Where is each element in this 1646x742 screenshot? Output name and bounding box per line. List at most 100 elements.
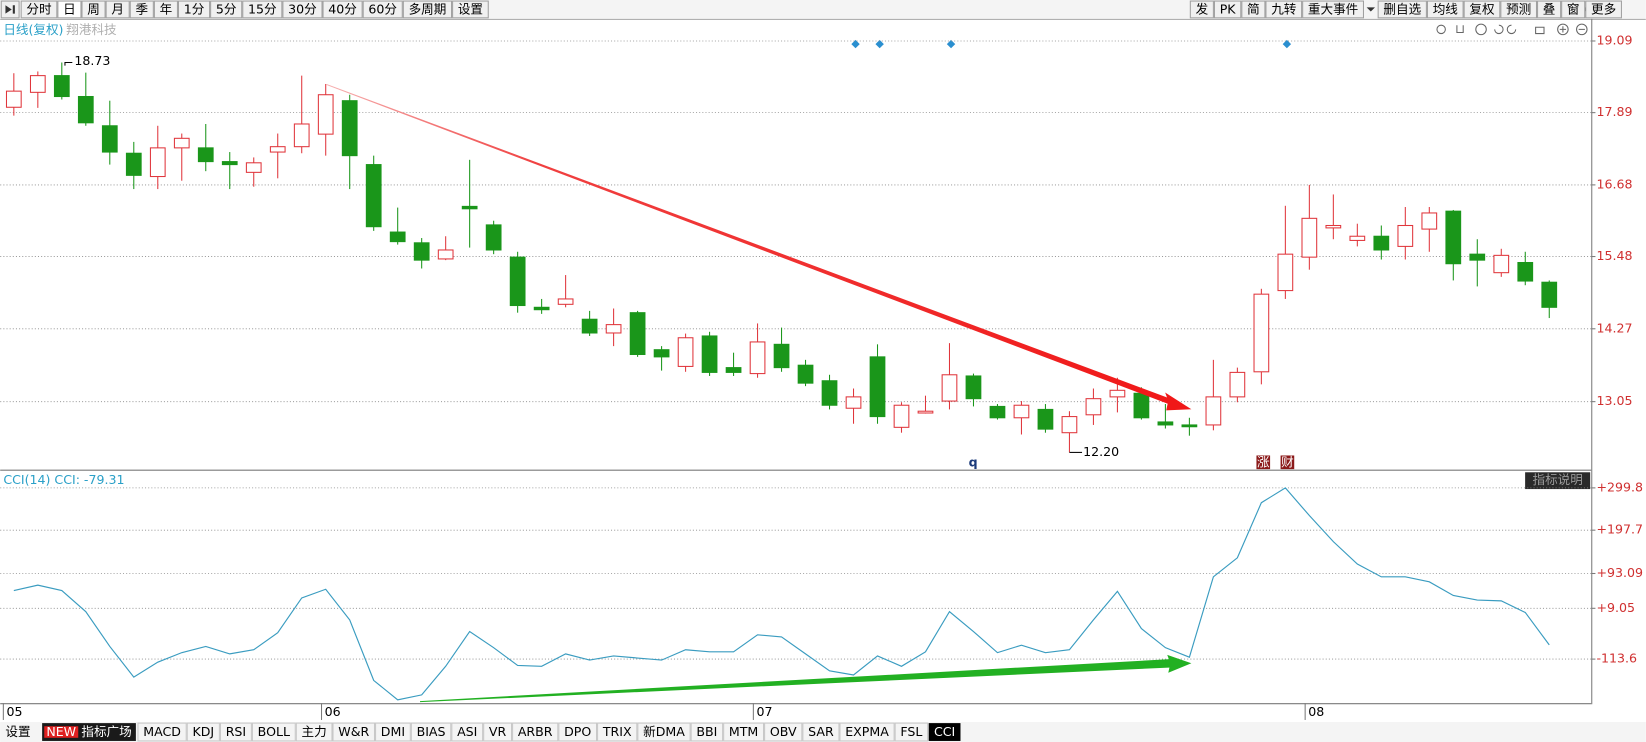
- candle-body: [701, 335, 718, 373]
- indicator-tab[interactable]: FSL: [894, 722, 929, 742]
- tool-button[interactable]: 窗: [1561, 0, 1586, 19]
- indicator-tab[interactable]: RSI: [219, 722, 252, 742]
- y-tick-label: 17.89: [1596, 104, 1632, 119]
- y-tick-label: -113.6: [1596, 651, 1637, 666]
- button-label: 1分: [184, 1, 205, 16]
- period-button[interactable]: 40分: [322, 0, 363, 19]
- low-label: 12.20: [1083, 444, 1119, 459]
- period-button[interactable]: 15分: [242, 0, 283, 19]
- button-label: DMI: [381, 724, 405, 739]
- indicator-tab[interactable]: BIAS: [410, 722, 452, 742]
- candle-body: [1037, 408, 1054, 430]
- button-label: 复权: [1469, 1, 1495, 16]
- period-button[interactable]: 30分: [282, 0, 323, 19]
- button-bg: [1213, 0, 1242, 19]
- candle-body: [629, 312, 646, 356]
- button-bg: [512, 722, 559, 742]
- indicator-tab[interactable]: ASI: [451, 722, 484, 742]
- period-button[interactable]: 60分: [362, 0, 403, 19]
- nav-icon[interactable]: [0, 0, 20, 19]
- period-button[interactable]: 月: [105, 0, 130, 19]
- button-label: BIAS: [417, 724, 446, 739]
- tool-button[interactable]: PK: [1213, 0, 1242, 19]
- indicator-tab[interactable]: EXPMA: [839, 722, 895, 742]
- candle-body: [461, 205, 478, 210]
- candle-body: [1445, 210, 1462, 265]
- period-button[interactable]: 日: [57, 0, 82, 19]
- period-button[interactable]: 年: [153, 0, 178, 19]
- indicator-tab[interactable]: 主力: [295, 722, 333, 742]
- tool-button[interactable]: 重大事件: [1302, 0, 1364, 19]
- indicator-tab[interactable]: MACD: [137, 722, 187, 742]
- event-badge[interactable]: 涨: [1256, 454, 1271, 469]
- tool-button[interactable]: 删自选: [1377, 0, 1427, 19]
- button-bg: [558, 722, 598, 742]
- indicator-square[interactable]: 指标广场: [81, 724, 131, 739]
- button-bg: [137, 722, 187, 742]
- period-button[interactable]: 多周期: [402, 0, 453, 19]
- candle-body: [221, 161, 238, 166]
- tool-button[interactable]: 九转: [1265, 0, 1303, 19]
- candle-body: [1301, 217, 1318, 258]
- period-label: 日线(复权): [3, 22, 63, 37]
- period-button[interactable]: 周: [81, 0, 106, 19]
- indicator-tab[interactable]: W&R: [332, 722, 376, 742]
- indicator-tab[interactable]: OBV: [764, 722, 803, 742]
- candle-body: [317, 94, 334, 135]
- indicator-tab[interactable]: CCI: [928, 723, 961, 741]
- button-label: 30分: [288, 1, 317, 16]
- tool-button[interactable]: 更多: [1585, 0, 1622, 19]
- button-bg: [723, 722, 765, 742]
- indicator-tab[interactable]: MTM: [723, 722, 765, 742]
- button-bg: [1377, 0, 1427, 19]
- indicator-tab[interactable]: KDJ: [186, 722, 220, 742]
- indicator-tab[interactable]: VR: [483, 722, 513, 742]
- indicator-tab[interactable]: DMI: [375, 722, 411, 742]
- tool-button[interactable]: 均线: [1426, 0, 1464, 19]
- plot: 19.09 17.89 16.68 15.48 14.27 13.05 18.73 12.20…: [0, 32, 1643, 720]
- panel-tools[interactable]: [1436, 23, 1588, 36]
- button-bg: [210, 0, 243, 19]
- period-button[interactable]: 分时: [20, 0, 58, 19]
- button-bg: [1241, 0, 1266, 19]
- indicator-tab[interactable]: ARBR: [512, 722, 559, 742]
- candle-body: [893, 404, 910, 428]
- indicator-tab[interactable]: TRIX: [597, 722, 638, 742]
- button-bg: [764, 722, 803, 742]
- tool-button[interactable]: 发: [1189, 0, 1214, 19]
- button-label: FSL: [900, 724, 922, 739]
- button-label: 简: [1247, 1, 1260, 16]
- button-label: PK: [1220, 1, 1237, 16]
- indicator-tab[interactable]: 新DMA: [637, 722, 691, 742]
- event-badge[interactable]: 财: [1280, 454, 1295, 469]
- indicator-tab[interactable]: SAR: [802, 722, 840, 742]
- candle-body: [1085, 398, 1102, 416]
- button-label: BOLL: [258, 724, 290, 739]
- period-button[interactable]: 1分: [177, 0, 211, 19]
- period-button[interactable]: 5分: [210, 0, 243, 19]
- button-label: W&R: [338, 724, 369, 739]
- tool-button[interactable]: 叠: [1537, 0, 1562, 19]
- dropdown-arrow[interactable]: [1366, 7, 1376, 12]
- button-bg: [1189, 0, 1214, 19]
- button-label: 窗: [1567, 1, 1580, 16]
- tool-button[interactable]: 复权: [1463, 0, 1501, 19]
- button-bg: [57, 0, 82, 19]
- indicator-tab[interactable]: BOLL: [251, 722, 296, 742]
- button-label: 叠: [1543, 1, 1556, 16]
- button-bg: [1500, 0, 1538, 19]
- indicator-help[interactable]: 指标说明: [1525, 472, 1591, 490]
- event-badge-text: 涨: [1257, 454, 1270, 469]
- tool-button[interactable]: 简: [1241, 0, 1266, 19]
- button-label: 更多: [1591, 1, 1616, 16]
- settings-tab[interactable]: 设置: [0, 723, 36, 741]
- button-bg: [1537, 0, 1562, 19]
- button-bg: [20, 0, 58, 19]
- tool-button[interactable]: 预测: [1500, 0, 1538, 19]
- indicator-tab[interactable]: BBI: [690, 722, 724, 742]
- button-label: ASI: [457, 724, 477, 739]
- indicator-tab[interactable]: DPO: [558, 722, 598, 742]
- period-button[interactable]: 季: [129, 0, 154, 19]
- button-label: 发: [1196, 1, 1209, 16]
- period-button[interactable]: 设置: [452, 0, 489, 19]
